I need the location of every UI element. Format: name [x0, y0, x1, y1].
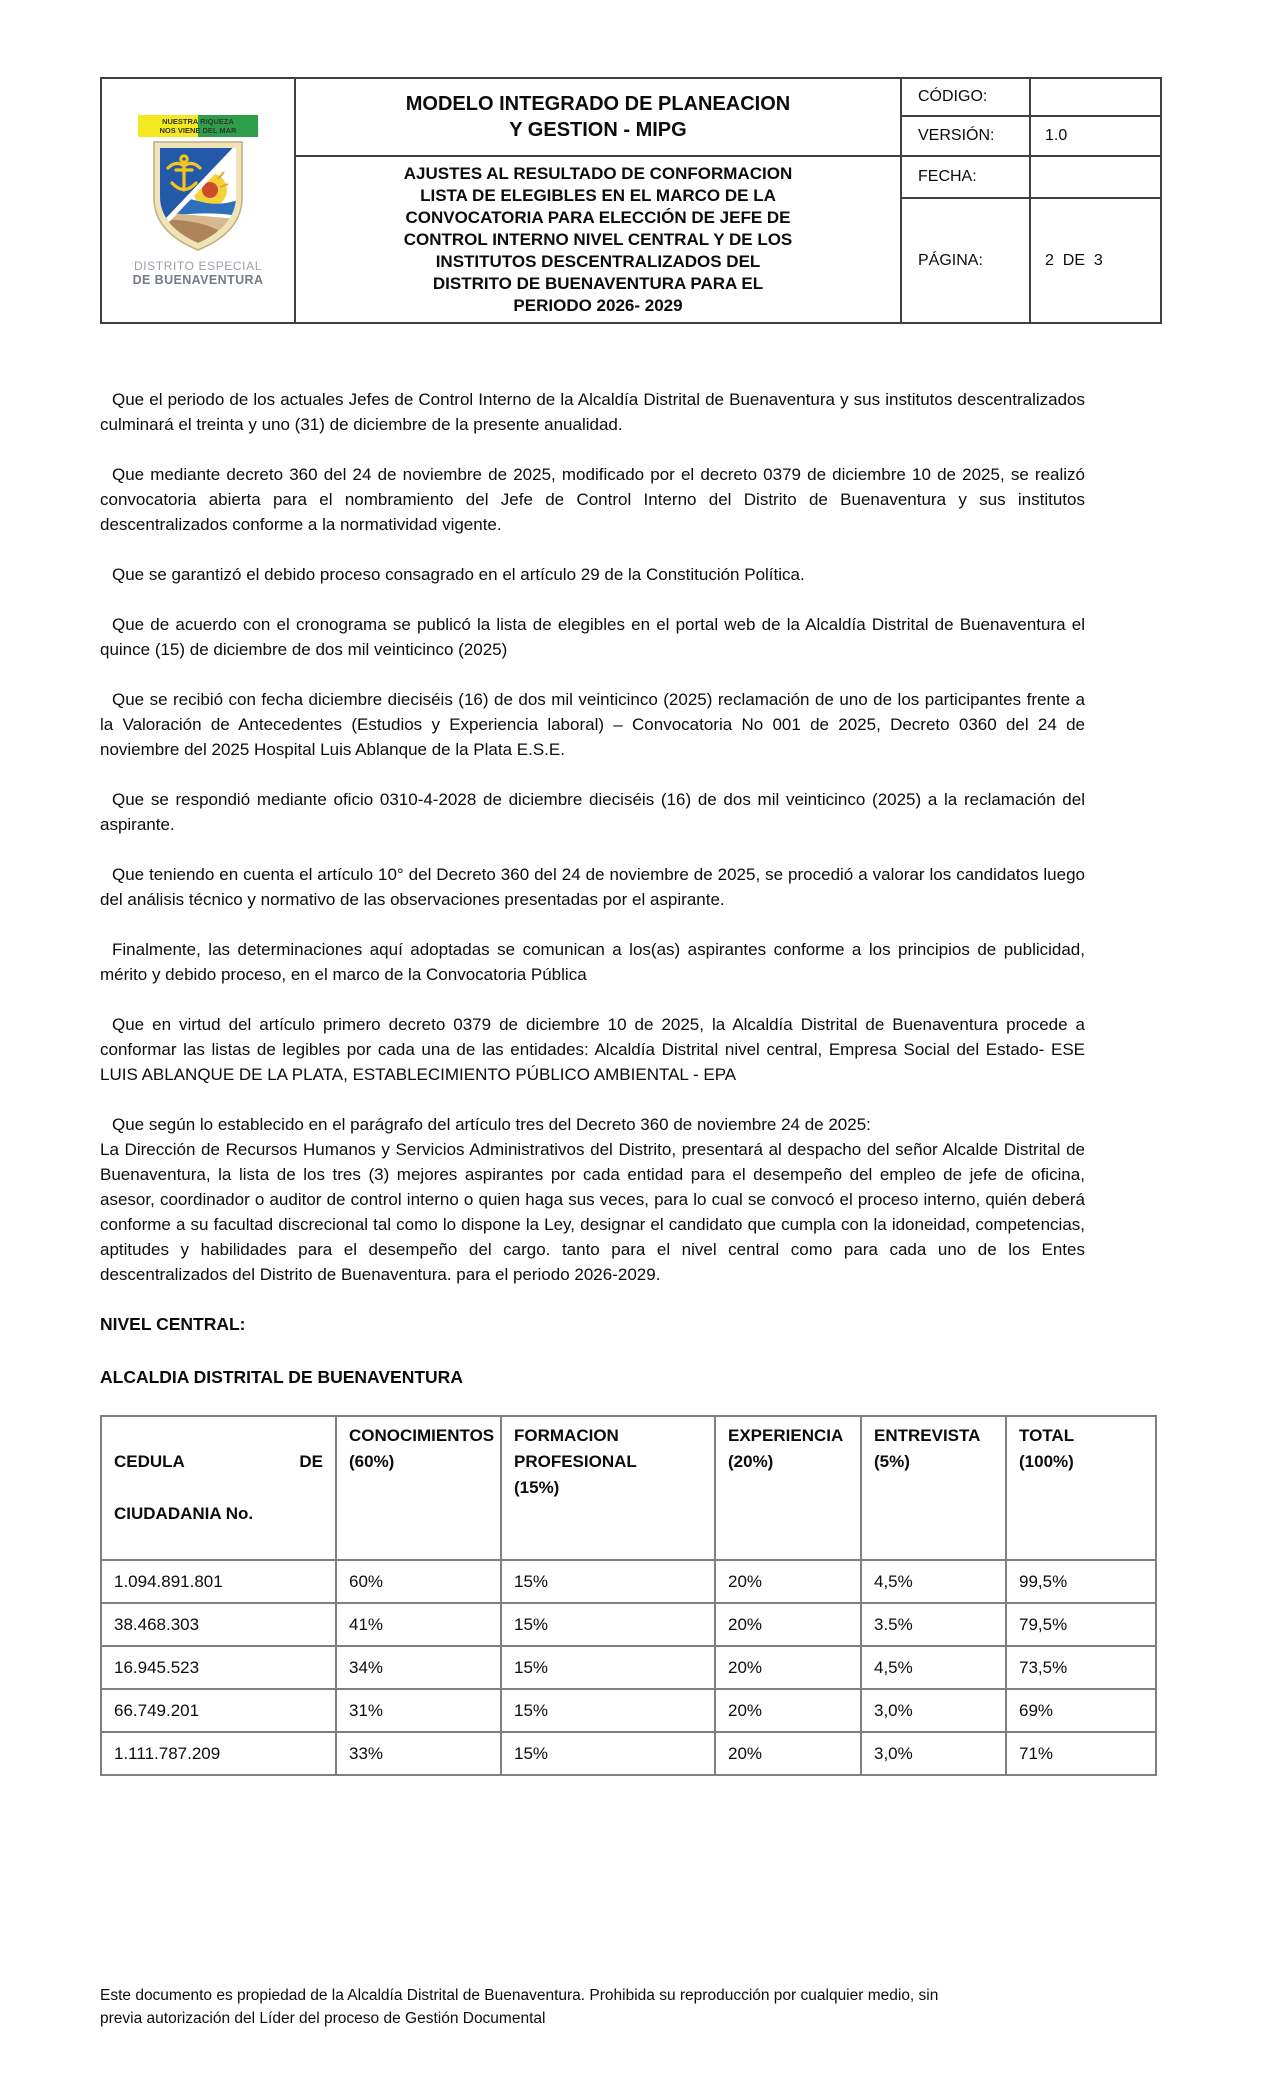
- table-row: 1.111.787.209 33% 15% 20% 3,0% 71%: [100, 1731, 1157, 1776]
- section-heading-nivel-central: NIVEL CENTRAL:: [100, 1314, 246, 1334]
- document-title: MODELO INTEGRADO DE PLANEACION Y GESTION…: [294, 79, 900, 155]
- paragraph: Que de acuerdo con el cronograma se publ…: [100, 615, 1085, 659]
- logo-motto-line2: NOS VIENE DEL MAR: [159, 125, 237, 135]
- field-label-version: VERSIÓN:: [900, 115, 1029, 155]
- cell-entrevista: 3,0%: [860, 1688, 1007, 1733]
- logo-cell: NUESTRA RIQUEZA NOS VIENE DEL MAR: [102, 79, 294, 322]
- cell-formacion: 15%: [500, 1645, 716, 1690]
- cell-formacion: 15%: [500, 1688, 716, 1733]
- table-row: 66.749.201 31% 15% 20% 3,0% 69%: [100, 1688, 1157, 1733]
- cell-cedula: 1.094.891.801: [100, 1559, 337, 1604]
- field-value-fecha: [1029, 155, 1160, 197]
- table-header-row: CEDULA DE CIUDADANIA No. CONOCIMIENTOS (…: [100, 1415, 1157, 1561]
- document-subtitle: AJUSTES AL RESULTADO DE CONFORMACION LIS…: [294, 155, 900, 322]
- paragraph: Finalmente, las determinaciones aquí ado…: [100, 940, 1085, 984]
- field-label-codigo: CÓDIGO:: [900, 79, 1029, 115]
- cell-entrevista: 4,5%: [860, 1645, 1007, 1690]
- document-content: NUESTRA RIQUEZA NOS VIENE DEL MAR: [100, 77, 1162, 1776]
- column-header-entrevista: ENTREVISTA (5%): [860, 1415, 1007, 1561]
- results-table: CEDULA DE CIUDADANIA No. CONOCIMIENTOS (…: [100, 1415, 1157, 1776]
- cell-conocimientos: 31%: [335, 1688, 502, 1733]
- column-header-cedula: CEDULA DE CIUDADANIA No.: [100, 1415, 337, 1561]
- logo-org-line2: DE BUENAVENTURA: [132, 272, 264, 287]
- cell-cedula: 1.111.787.209: [100, 1731, 337, 1776]
- logo-motto-ribbon: NUESTRA RIQUEZA NOS VIENE DEL MAR: [138, 114, 258, 137]
- header-table: NUESTRA RIQUEZA NOS VIENE DEL MAR: [100, 77, 1162, 324]
- table-row: 38.468.303 41% 15% 20% 3.5% 79,5%: [100, 1602, 1157, 1647]
- cell-total: 79,5%: [1005, 1602, 1157, 1647]
- cell-conocimientos: 60%: [335, 1559, 502, 1604]
- cell-experiencia: 20%: [714, 1645, 862, 1690]
- logo-org-line1: DISTRITO ESPECIAL: [133, 258, 262, 273]
- paragraph: Que el periodo de los actuales Jefes de …: [100, 390, 1085, 434]
- paragraph: Que se garantizó el debido proceso consa…: [112, 565, 805, 584]
- column-header-total: TOTAL (100%): [1005, 1415, 1157, 1561]
- cell-formacion: 15%: [500, 1602, 716, 1647]
- cell-entrevista: 3.5%: [860, 1602, 1007, 1647]
- cell-cedula: 16.945.523: [100, 1645, 337, 1690]
- field-value-pagina: 2 DE 3: [1029, 197, 1160, 322]
- paragraph: Que mediante decreto 360 del 24 de novie…: [100, 465, 1085, 534]
- cell-entrevista: 3,0%: [860, 1731, 1007, 1776]
- buenaventura-crest-icon: [153, 140, 243, 251]
- logo-motto-line1: NUESTRA RIQUEZA: [162, 116, 234, 126]
- field-value-codigo: [1029, 79, 1160, 115]
- field-label-pagina: PÁGINA:: [900, 197, 1029, 322]
- cell-conocimientos: 34%: [335, 1645, 502, 1690]
- crest-anchor: [166, 153, 202, 192]
- column-header-conocimientos: CONOCIMIENTOS (60%): [335, 1415, 502, 1561]
- cell-conocimientos: 41%: [335, 1602, 502, 1647]
- cell-experiencia: 20%: [714, 1731, 862, 1776]
- cell-formacion: 15%: [500, 1731, 716, 1776]
- cell-cedula: 38.468.303: [100, 1602, 337, 1647]
- paragraph: Que según lo establecido en el parágrafo…: [100, 1115, 1085, 1284]
- cell-total: 73,5%: [1005, 1645, 1157, 1690]
- cell-experiencia: 20%: [714, 1688, 862, 1733]
- paragraph: Que teniendo en cuenta el artículo 10° d…: [100, 865, 1085, 909]
- cell-experiencia: 20%: [714, 1602, 862, 1647]
- paragraph: Que en virtud del artículo primero decre…: [100, 1015, 1085, 1084]
- cell-experiencia: 20%: [714, 1559, 862, 1604]
- table-row: 1.094.891.801 60% 15% 20% 4,5% 99,5%: [100, 1559, 1157, 1604]
- column-header-experiencia: EXPERIENCIA (20%): [714, 1415, 862, 1561]
- document-body: Que el periodo de los actuales Jefes de …: [100, 387, 1157, 1776]
- table-row: 16.945.523 34% 15% 20% 4,5% 73,5%: [100, 1645, 1157, 1690]
- paragraph: Que se respondió mediante oficio 0310-4-…: [100, 790, 1085, 834]
- cell-cedula: 66.749.201: [100, 1688, 337, 1733]
- section-heading-alcaldia: ALCALDIA DISTRITAL DE BUENAVENTURA: [100, 1367, 463, 1387]
- cell-formacion: 15%: [500, 1559, 716, 1604]
- field-value-version: 1.0: [1029, 115, 1160, 155]
- field-label-fecha: FECHA:: [900, 155, 1029, 197]
- cell-total: 99,5%: [1005, 1559, 1157, 1604]
- footer-disclaimer: Este documento es propiedad de la Alcald…: [100, 1987, 939, 2027]
- cell-conocimientos: 33%: [335, 1731, 502, 1776]
- column-header-formacion: FORMACION PROFESIONAL (15%): [500, 1415, 716, 1561]
- cell-total: 71%: [1005, 1731, 1157, 1776]
- paragraph: Que se recibió con fecha diciembre dieci…: [100, 690, 1085, 759]
- cell-total: 69%: [1005, 1688, 1157, 1733]
- cell-entrevista: 4,5%: [860, 1559, 1007, 1604]
